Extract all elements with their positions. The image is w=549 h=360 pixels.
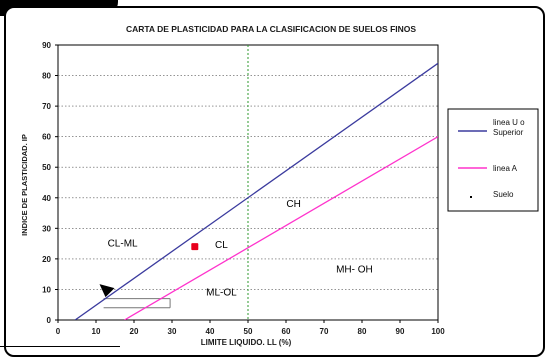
y-tick-label: 80 [42, 72, 51, 81]
region-label: CL-ML [108, 239, 138, 250]
y-axis-label: INDICE DE PLASTICIDAD. IP [20, 134, 29, 236]
series-line-linea-u [74, 62, 438, 320]
y-tick-label: 30 [42, 224, 51, 233]
x-tick-label: 0 [56, 327, 61, 336]
x-tick-label: 60 [282, 327, 291, 336]
y-tick-label: 90 [42, 41, 51, 50]
legend-box [447, 108, 539, 212]
cl-ml-arrow-icon [99, 284, 115, 298]
legend-label-linea-a: linea A [493, 164, 518, 173]
y-tick-label: 40 [42, 194, 51, 203]
chart-frame: CARTA DE PLASTICIDAD PARA LA CLASIFICACI… [4, 6, 545, 357]
x-tick-label: 70 [320, 327, 329, 336]
legend-label-suelo: Suelo [493, 190, 514, 199]
y-tick-label: 20 [42, 255, 51, 264]
legend-marker-suelo [470, 196, 472, 198]
y-tick-label: 60 [42, 133, 51, 142]
plasticity-chart: CARTA DE PLASTICIDAD PARA LA CLASIFICACI… [20, 24, 539, 347]
legend-label-linea-u: linea U o Superior [493, 118, 525, 137]
region-label: CL [215, 240, 228, 251]
x-tick-label: 20 [130, 327, 139, 336]
y-tick-label: 70 [42, 102, 51, 111]
region-label: MH- OH [336, 265, 373, 276]
x-tick-label: 100 [431, 327, 445, 336]
x-tick-label: 40 [206, 327, 215, 336]
bottom-rule [0, 346, 120, 347]
data-point-suelo [191, 243, 199, 251]
series-line-linea-a [124, 136, 438, 320]
y-tick-label: 50 [42, 163, 51, 172]
x-tick-label: 10 [92, 327, 101, 336]
y-tick-label: 0 [47, 316, 52, 325]
x-axis-label: LIMITE LIQUIDO. LL (%) [201, 338, 292, 347]
region-label: CH [286, 199, 300, 210]
legend-label-linea-u-line1: linea U o [493, 118, 525, 127]
x-tick-label: 30 [168, 327, 177, 336]
x-tick-label: 50 [244, 327, 253, 336]
x-tick-label: 80 [358, 327, 367, 336]
chart-title: CARTA DE PLASTICIDAD PARA LA CLASIFICACI… [126, 24, 416, 34]
y-tick-label: 10 [42, 285, 51, 294]
legend-label-linea-u-line2: Superior [493, 128, 524, 137]
region-label: ML-OL [206, 288, 237, 299]
x-tick-label: 90 [396, 327, 405, 336]
